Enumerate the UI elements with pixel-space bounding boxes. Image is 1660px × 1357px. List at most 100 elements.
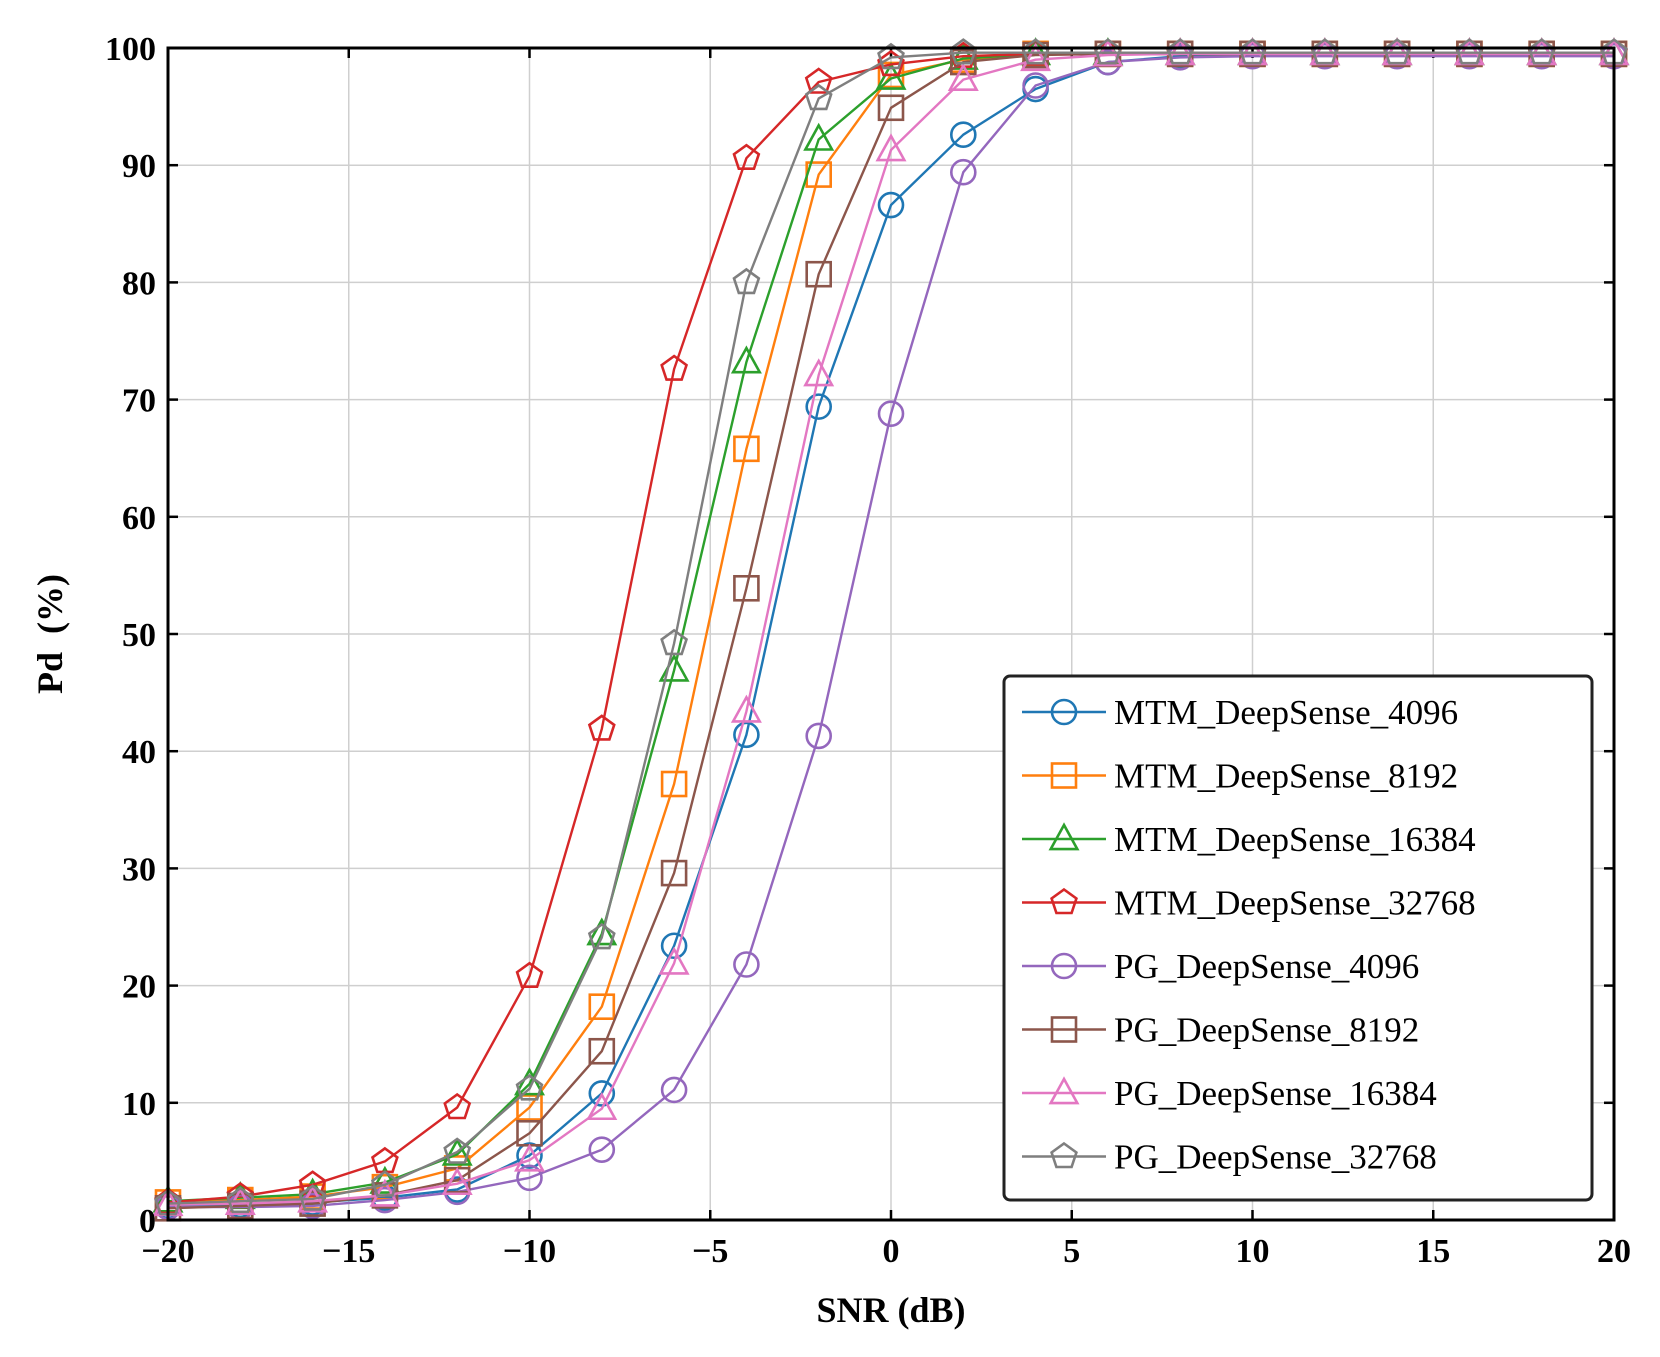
y-tick-label: 20 — [122, 969, 156, 1006]
data-point-marker — [730, 694, 762, 723]
data-point-marker — [733, 435, 760, 463]
legend-entry: PG_DeepSense_8192 — [1022, 1011, 1419, 1050]
legend-marker — [1050, 1141, 1078, 1169]
legend-entry: MTM_DeepSense_8192 — [1022, 757, 1458, 796]
y-tick-label: 40 — [122, 734, 156, 771]
data-point-marker — [516, 1094, 543, 1121]
data-point-marker — [660, 628, 689, 656]
data-point-marker — [660, 1076, 688, 1104]
legend: MTM_DeepSense_4096 MTM_DeepSense_8192 MTM_… — [1002, 674, 1594, 1202]
y-axis-title: Pd (%) — [30, 574, 70, 694]
data-point-marker — [733, 721, 760, 749]
legend-marker — [1050, 762, 1078, 789]
data-point-marker — [586, 1091, 618, 1121]
data-point-marker — [732, 267, 761, 295]
data-point-marker — [513, 1143, 546, 1172]
data-point-marker — [443, 1092, 472, 1120]
y-tick-label: 80 — [122, 265, 156, 302]
data-point-marker — [587, 714, 616, 741]
data-point-marker — [516, 1164, 543, 1192]
data-point-marker — [877, 42, 905, 70]
data-point-marker — [875, 133, 907, 162]
legend-label: MTM_DeepSense_32768 — [1114, 884, 1476, 923]
y-tick-label: 60 — [122, 500, 156, 537]
data-point-marker — [803, 358, 835, 387]
data-point-marker — [586, 917, 618, 946]
x-tick-label: 0 — [883, 1233, 900, 1270]
y-tick-label: 90 — [122, 148, 156, 185]
data-point-marker — [441, 1166, 473, 1196]
data-point-marker — [733, 951, 760, 978]
data-point-marker — [733, 574, 760, 602]
series-line — [167, 51, 1614, 1205]
legend-marker — [1050, 1016, 1078, 1043]
data-point-marker — [370, 1170, 399, 1197]
data-point-marker — [226, 1186, 255, 1214]
y-tick-label: 30 — [122, 851, 156, 888]
legend-label: MTM_DeepSense_8192 — [1114, 757, 1458, 796]
series-line — [168, 55, 1614, 1209]
data-point-marker — [515, 1074, 544, 1101]
legend-marker — [1048, 1076, 1080, 1105]
data-point-marker — [298, 1170, 327, 1197]
x-tick-label: 20 — [1597, 1233, 1631, 1270]
legend-marker — [1050, 952, 1078, 980]
data-point-marker — [805, 722, 833, 750]
data-point-marker — [660, 770, 688, 798]
data-point-marker — [588, 1080, 616, 1107]
data-point-marker — [660, 354, 689, 381]
x-tick-label: 15 — [1416, 1233, 1450, 1270]
legend-label: PG_DeepSense_8192 — [1114, 1011, 1419, 1050]
data-point-marker — [587, 922, 616, 950]
tick-labels: −20 −15 −10 −5 0 5 10 15 20 0 10 20 30 40 50 60 70 80 90 10… — [105, 31, 1631, 1270]
legend-marker — [1048, 822, 1080, 851]
legend-label: PG_DeepSense_4096 — [1114, 947, 1419, 986]
x-tick-label: 5 — [1063, 1233, 1080, 1270]
y-tick-label: 50 — [122, 617, 156, 654]
data-point-marker — [1022, 72, 1049, 99]
legend-entry: PG_DeepSense_4096 — [1022, 947, 1419, 986]
data-point-marker — [803, 122, 835, 151]
x-tick-label: 10 — [1236, 1233, 1270, 1270]
data-point-marker — [947, 62, 979, 92]
legend-label: PG_DeepSense_16384 — [1114, 1074, 1437, 1113]
data-point-marker — [804, 67, 833, 94]
x-tick-label: −15 — [322, 1233, 375, 1270]
data-point-marker — [877, 191, 905, 219]
data-series — [152, 37, 1630, 1222]
legend-entry: PG_DeepSense_32768 — [1022, 1138, 1437, 1177]
data-point-marker — [299, 1190, 326, 1217]
data-point-marker — [588, 993, 616, 1020]
x-tick-label: −5 — [692, 1233, 728, 1270]
legend-box — [1002, 674, 1594, 1202]
x-tick-label: −10 — [503, 1233, 556, 1270]
data-point-marker — [949, 158, 977, 186]
data-point-marker — [877, 94, 905, 122]
data-point-marker — [515, 961, 544, 989]
legend-marker — [1050, 698, 1078, 726]
data-point-marker — [877, 400, 905, 427]
legend-label: PG_DeepSense_32768 — [1114, 1138, 1437, 1177]
data-point-marker — [804, 83, 833, 111]
x-axis-title: SNR (dB) — [816, 1290, 965, 1330]
data-point-marker — [298, 1184, 327, 1211]
x-tick-label: −20 — [141, 1233, 194, 1270]
data-point-marker — [660, 932, 688, 960]
data-point-marker — [441, 1137, 473, 1166]
data-point-marker — [875, 61, 907, 90]
data-point-marker — [1020, 43, 1052, 72]
legend-entry: MTM_DeepSense_4096 — [1022, 693, 1458, 732]
legend-label: MTM_DeepSense_16384 — [1114, 820, 1476, 859]
legend-entry: MTM_DeepSense_32768 — [1022, 884, 1476, 923]
y-tick-label: 70 — [122, 383, 156, 420]
data-point-marker — [805, 393, 833, 420]
data-point-marker — [588, 1037, 616, 1065]
legend-marker — [1050, 887, 1078, 915]
data-point-marker — [805, 260, 833, 288]
plot-frame — [166, 46, 1616, 1222]
data-point-marker — [369, 1178, 401, 1207]
data-point-marker — [732, 143, 761, 170]
data-point-marker — [949, 48, 977, 76]
y-tick-label: 0 — [139, 1203, 156, 1240]
